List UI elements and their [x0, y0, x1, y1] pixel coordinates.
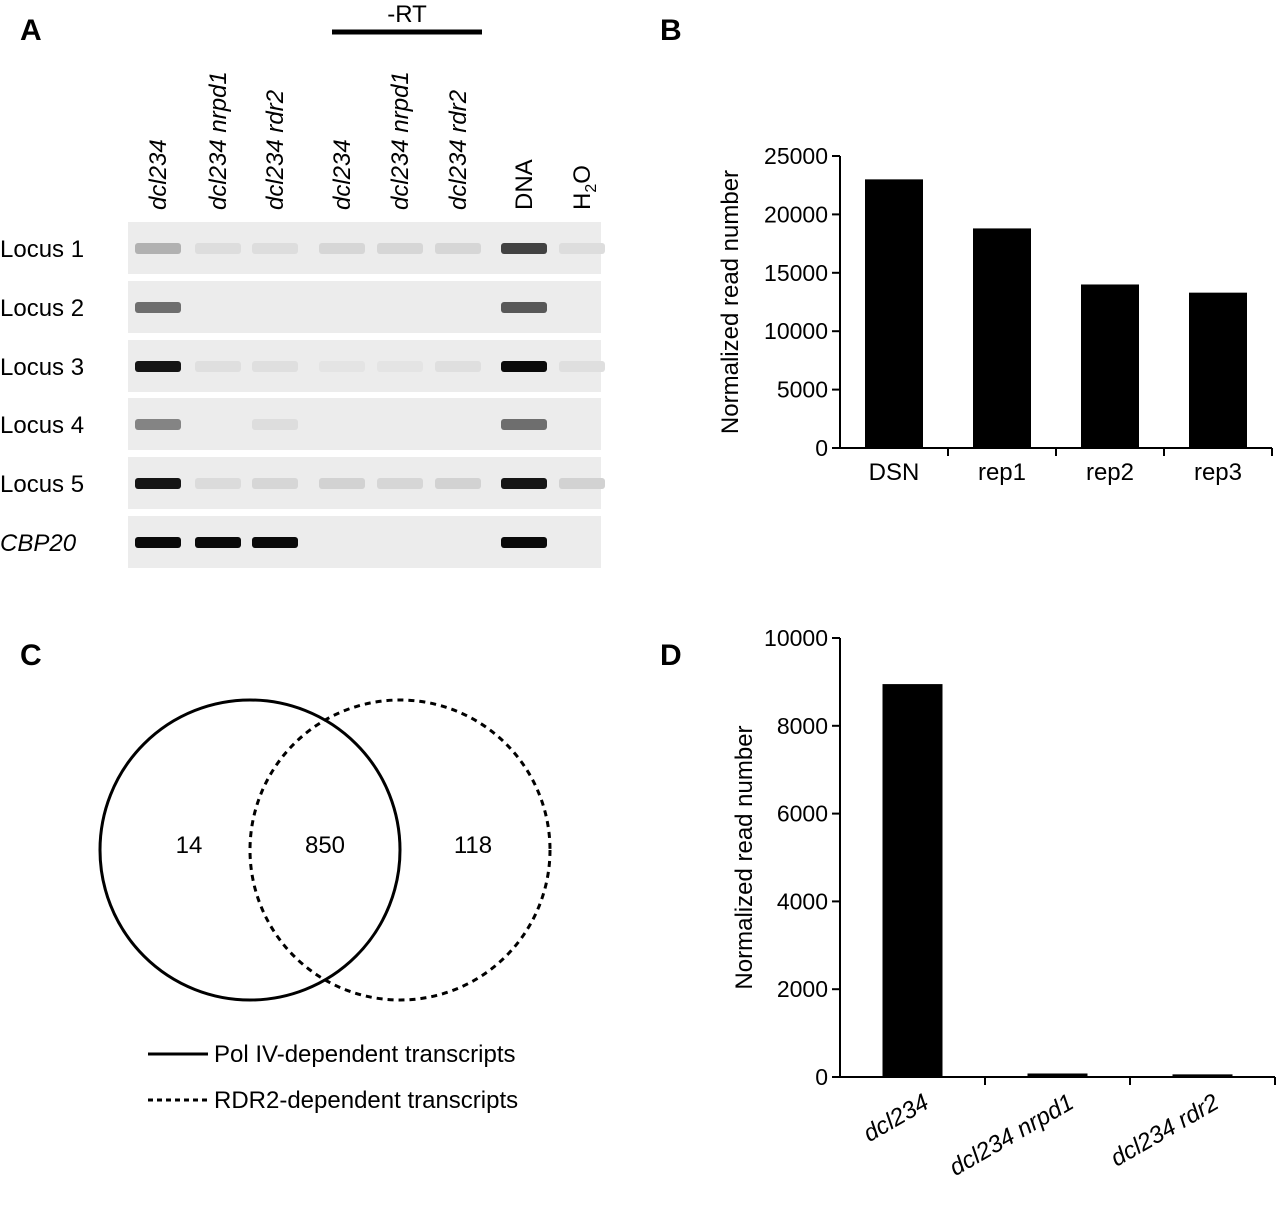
bar	[1172, 1074, 1233, 1077]
gel-lane-label: dcl234 nrpd1	[205, 71, 232, 210]
gel-band	[501, 419, 547, 430]
bar	[882, 684, 943, 1077]
gel-lane-label: dcl234 rdr2	[445, 90, 472, 210]
gel-lane-label: dcl234	[145, 139, 172, 210]
gel-lane-label: dcl234	[329, 139, 356, 210]
y-tick-label: 10000	[764, 625, 828, 651]
gel-panel: -RT dcl234 dcl234 nrpd1 dcl234 rdr2 dcl234 d…	[0, 1, 605, 568]
gel-lane-label: DNA	[511, 159, 538, 210]
gel-row-label: Locus 4	[0, 412, 84, 439]
bar	[973, 228, 1031, 448]
y-tick-label: 15000	[764, 260, 828, 286]
bar	[865, 179, 923, 449]
chart-b: 0 5000 10000 15000 20000 25000 Normalized read…	[717, 143, 1273, 486]
gel-row-label: Locus 1	[0, 236, 84, 263]
venn-right-count: 118	[454, 832, 492, 859]
gel-row-label: Locus 3	[0, 354, 84, 381]
gel-row-label: CBP20	[0, 530, 77, 557]
gel-band	[252, 478, 298, 489]
gel-band	[319, 478, 365, 489]
gel-lane-label: dcl234 nrpd1	[387, 71, 414, 210]
gel-band	[501, 302, 547, 313]
venn-left-count: 14	[176, 832, 203, 859]
gel-lane-label: dcl234 rdr2	[262, 90, 289, 210]
gel-band	[377, 243, 423, 254]
gel-band	[135, 537, 181, 548]
gel-band	[195, 243, 241, 254]
y-tick-label: 2000	[777, 976, 828, 1002]
x-category-label: dcl234 rdr2	[1106, 1089, 1223, 1172]
gel-band	[559, 361, 605, 372]
gel-rows: Locus 1 Locus 2 Locus 3 Locus 4 Locus 5 CBP20	[0, 222, 605, 568]
x-category-label: dcl234 nrpd1	[945, 1089, 1079, 1182]
gel-band	[195, 361, 241, 372]
venn-diagram: 14 850 118 Pol IV-dependent transcripts …	[98, 698, 552, 1114]
x-category-label: DSN	[869, 459, 920, 486]
gel-row-label: Locus 5	[0, 471, 84, 498]
y-tick-label: 0	[815, 435, 828, 461]
rdr2-circle	[248, 698, 552, 1002]
gel-band	[319, 243, 365, 254]
y-tick-label: 5000	[777, 377, 828, 403]
y-axis-label: Normalized read number	[731, 725, 758, 989]
y-tick-label: 10000	[764, 318, 828, 344]
y-tick-label: 20000	[764, 201, 828, 227]
bar	[1189, 292, 1247, 448]
gel-band	[559, 478, 605, 489]
y-tick-label: 8000	[777, 713, 828, 739]
panel-a-letter: A	[20, 14, 42, 47]
legend-solid-label: Pol IV-dependent transcripts	[214, 1041, 516, 1068]
gel-band	[501, 478, 547, 489]
gel-band	[135, 478, 181, 489]
panel-d-letter: D	[660, 639, 682, 672]
gel-band	[319, 361, 365, 372]
y-tick-label: 6000	[777, 801, 828, 827]
y-tick-label: 25000	[764, 143, 828, 169]
gel-band	[252, 361, 298, 372]
gel-band	[252, 419, 298, 430]
x-category-label: dcl234	[859, 1089, 934, 1148]
gel-lane-labels: dcl234 dcl234 nrpd1 dcl234 rdr2 dcl234 dcl23…	[145, 71, 600, 210]
gel-band	[435, 243, 481, 254]
gel-row-label: Locus 2	[0, 295, 84, 322]
gel-band	[252, 537, 298, 548]
y-axis-label: Normalized read number	[717, 170, 744, 434]
legend-dashed-label: RDR2-dependent transcripts	[214, 1087, 518, 1114]
x-category-label: rep2	[1086, 459, 1134, 486]
pol4-circle	[98, 698, 402, 1002]
bar	[1027, 1073, 1088, 1077]
panel-b-letter: B	[660, 14, 682, 47]
gel-band	[377, 361, 423, 372]
x-category-label: rep1	[978, 459, 1026, 486]
gel-band	[501, 361, 547, 372]
gel-band	[135, 419, 181, 430]
y-tick-label: 4000	[777, 888, 828, 914]
x-category-label: rep3	[1194, 459, 1242, 486]
gel-band	[435, 361, 481, 372]
gel-band	[377, 478, 423, 489]
gel-band	[135, 361, 181, 372]
gel-band	[135, 302, 181, 313]
gel-band	[252, 243, 298, 254]
panel-c-letter: C	[20, 639, 42, 672]
bar	[1081, 284, 1139, 448]
chart-d: 0 2000 4000 6000 8000 10000 Normalized read nu…	[731, 625, 1276, 1182]
y-tick-label: 0	[815, 1064, 828, 1090]
gel-band	[135, 243, 181, 254]
gel-band	[501, 243, 547, 254]
gel-band	[501, 537, 547, 548]
rt-label: -RT	[387, 1, 427, 28]
gel-band	[559, 243, 605, 254]
gel-band	[195, 537, 241, 548]
gel-band	[195, 478, 241, 489]
venn-overlap-count: 850	[305, 832, 345, 859]
gel-band	[435, 478, 481, 489]
gel-lane-label: H2O	[569, 165, 600, 210]
